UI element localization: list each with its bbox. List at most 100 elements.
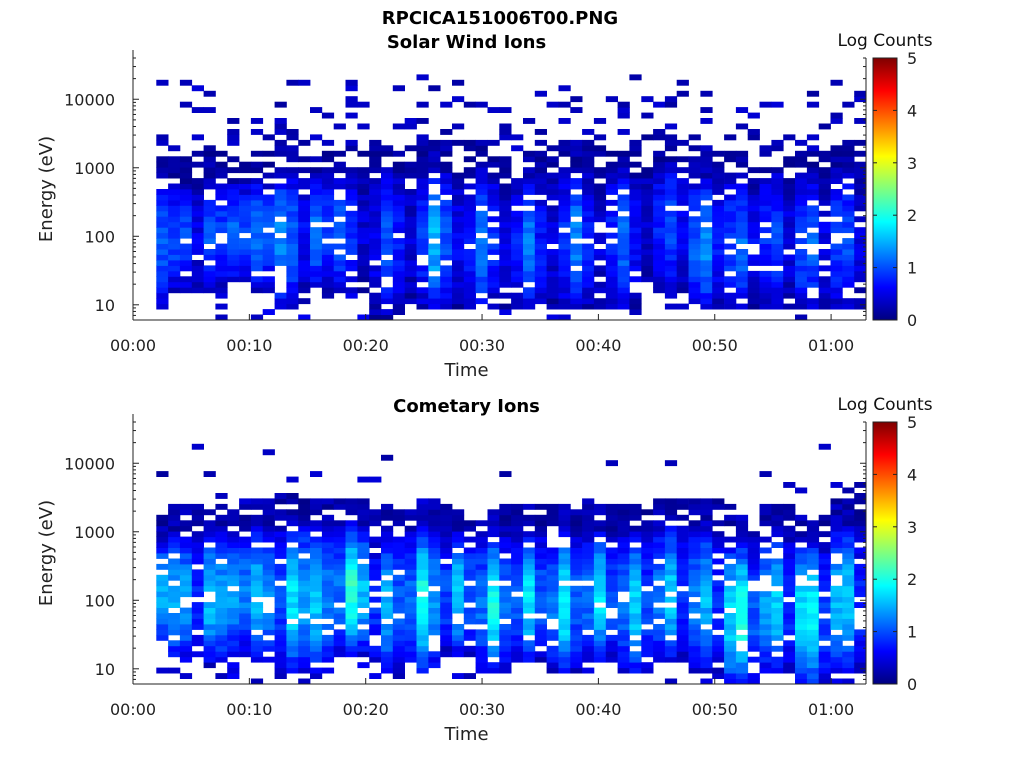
heatmap-cell (523, 265, 536, 272)
heatmap-cell (806, 640, 820, 647)
heatmap-cell (452, 260, 465, 266)
heatmap-cell (179, 194, 193, 201)
heatmap-cell (818, 673, 831, 679)
heatmap-cell (771, 667, 784, 674)
heatmap-cell (499, 558, 512, 565)
heatmap-cell (298, 298, 311, 305)
heatmap-cell (203, 471, 216, 477)
heatmap-cell (629, 580, 642, 587)
heatmap-cell (215, 216, 228, 223)
heatmap-cell (712, 503, 725, 510)
heatmap-cell (735, 150, 749, 157)
heatmap-cell (842, 194, 855, 201)
heatmap-cell (239, 276, 252, 283)
heatmap-cell (523, 216, 536, 223)
heatmap-cell (688, 563, 701, 570)
heatmap-cell (771, 591, 784, 598)
heatmap-cell (286, 178, 299, 184)
heatmap-cell (357, 183, 370, 190)
heatmap-cell (546, 265, 559, 272)
heatmap-cell (321, 558, 335, 565)
heatmap-cell (605, 210, 618, 217)
heatmap-cell (369, 651, 382, 658)
heatmap-cell (416, 265, 429, 272)
heatmap-cell (239, 640, 252, 647)
heatmap-cell (783, 569, 796, 576)
heatmap-cell (605, 574, 618, 581)
heatmap-cell (546, 227, 559, 234)
heatmap-cell (523, 563, 536, 570)
heatmap-cell (416, 194, 429, 201)
heatmap-cell (250, 498, 264, 505)
heatmap-cell (333, 287, 346, 294)
heatmap-cell (511, 514, 524, 521)
heatmap-cell (392, 547, 405, 554)
heatmap-cell (511, 298, 524, 305)
heatmap-cell (688, 167, 701, 174)
heatmap-cell (688, 509, 701, 516)
heatmap-cell (771, 227, 784, 234)
heatmap-cell (475, 656, 488, 663)
heatmap-cell (203, 662, 216, 669)
heatmap-cell (653, 167, 666, 174)
heatmap-cell (416, 662, 429, 669)
heatmap-cell (381, 536, 394, 543)
heatmap-cell (345, 238, 358, 244)
heatmap-cell (310, 254, 323, 261)
heatmap-cell (783, 292, 796, 299)
heatmap-cell (156, 221, 169, 228)
heatmap-cell (712, 531, 725, 538)
heatmap-cell (842, 656, 855, 663)
heatmap-cell (558, 618, 571, 625)
heatmap-cell (392, 602, 405, 608)
heatmap-cell (381, 150, 394, 157)
heatmap-cell (416, 167, 429, 174)
heatmap-cell (156, 298, 169, 305)
heatmap-cell (629, 613, 642, 619)
heatmap-cell (179, 613, 193, 619)
heatmap-cell (499, 254, 512, 261)
heatmap-cell (499, 189, 512, 195)
heatmap-cell (795, 656, 808, 663)
heatmap-cell (688, 634, 701, 641)
heatmap-cell (369, 629, 382, 636)
heatmap-cell (428, 542, 441, 548)
heatmap-cell (534, 276, 547, 283)
heatmap-cell (664, 553, 678, 559)
heatmap-cell (534, 624, 547, 630)
heatmap-cell (523, 531, 536, 538)
heatmap-cell (404, 651, 417, 658)
heatmap-cell (593, 265, 607, 272)
heatmap-cell (842, 498, 855, 505)
heatmap-cell (558, 145, 571, 152)
heatmap-cell (333, 574, 346, 581)
heatmap-cell (783, 558, 796, 565)
heatmap-cell (629, 183, 642, 190)
heatmap-cell (818, 167, 831, 174)
heatmap-cell (735, 172, 749, 179)
heatmap-cell (854, 265, 867, 272)
heatmap-cell (333, 547, 346, 554)
heatmap-cell (688, 172, 701, 179)
heatmap-cell (641, 265, 654, 272)
heatmap-cell (688, 145, 701, 152)
x-tick-label: 00:00 (110, 700, 156, 719)
heatmap-cell (392, 205, 405, 212)
heatmap-cell (392, 618, 405, 625)
heatmap-cell (286, 476, 299, 483)
heatmap-cell (333, 607, 346, 614)
heatmap-cell (262, 525, 275, 532)
heatmap-cell (440, 298, 453, 305)
heatmap-cell (558, 167, 571, 174)
heatmap-cell (806, 145, 820, 152)
heatmap-cell (570, 645, 583, 652)
heatmap-cell (806, 276, 820, 283)
heatmap-cell (842, 585, 855, 592)
heatmap-cell (605, 254, 618, 261)
heatmap-cell (795, 607, 808, 614)
heatmap-cell (806, 270, 820, 277)
heatmap-cell (440, 265, 453, 272)
heatmap-cell (179, 520, 193, 527)
heatmap-cell (617, 607, 630, 614)
heatmap-cell (369, 624, 382, 630)
